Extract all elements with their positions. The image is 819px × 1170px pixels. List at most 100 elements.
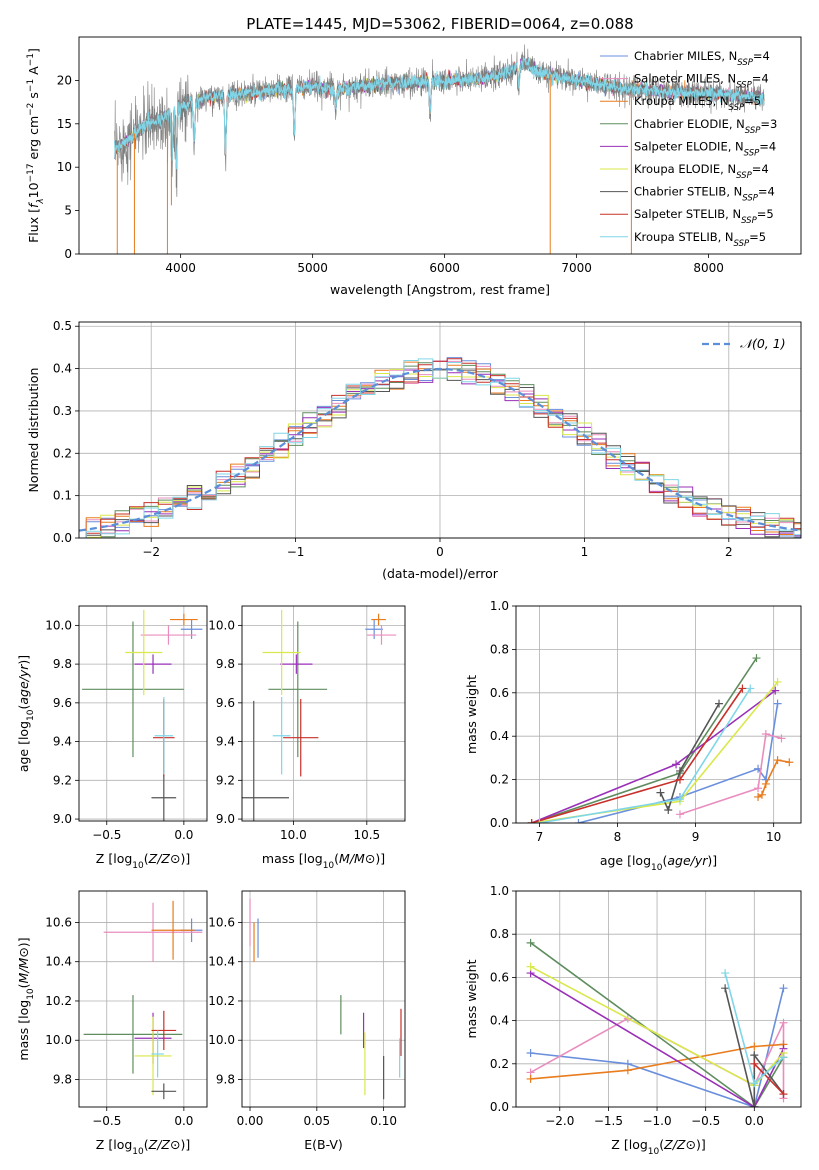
legend-label-sub: SSP (737, 58, 753, 68)
x-tick-label: 6000 (429, 261, 460, 275)
axes-frame (515, 605, 802, 824)
legend-label-sub: SSP (736, 171, 752, 181)
y-tick-label: 0.2 (490, 1057, 509, 1071)
mass-weight-series-line (530, 972, 785, 1107)
legend-label-suffix: =5 (744, 94, 761, 108)
label-part: Z [ (96, 1137, 113, 1152)
label-part: )] (180, 1137, 190, 1152)
label-part: age [ (600, 853, 632, 868)
x-tick-label: 0.0 (174, 1114, 193, 1128)
mass-weight-point-marker (773, 756, 782, 765)
x-tick-label: 10.0 (280, 828, 307, 842)
axes-frame (241, 605, 406, 822)
y-tick-label: 9.6 (53, 696, 72, 710)
mass-weight-point-marker (721, 984, 730, 993)
x-tick-label: −1.5 (594, 1114, 623, 1128)
mass-weight-point-marker (750, 1059, 759, 1068)
y-tick-label: 0.8 (490, 927, 509, 941)
label-part: Flux [ (26, 208, 41, 243)
mass-weight-point-marker (773, 699, 782, 708)
label-part: )] (707, 853, 717, 868)
x-axis-label: mass [log10(M/M⊙)] (262, 851, 385, 871)
y-tick-label: 1.0 (490, 884, 509, 898)
y-tick-label: 9.6 (216, 696, 235, 710)
label-part: ( (16, 983, 31, 988)
label-part: f (26, 202, 41, 208)
mass-weight-point-marker (527, 819, 536, 823)
x-tick-label: 0.00 (237, 1114, 264, 1128)
x-axis-label: (data-model)/error (382, 566, 499, 581)
y-tick-label: 9.2 (53, 773, 72, 787)
legend-label-text: Chabrier MILES, N (634, 49, 737, 63)
legend-label-text: Kroupa MILES, N (634, 94, 729, 108)
label-part: log (629, 1137, 648, 1152)
x-tick-label: 7 (536, 830, 544, 844)
y-tick-label: 10.6 (45, 915, 72, 929)
mass-weight-point-marker (785, 758, 794, 767)
mass-weight-point-marker (779, 984, 788, 993)
label-part: s (26, 92, 41, 103)
x-tick-label: 2 (725, 545, 733, 559)
mass-weight-point-marker (675, 795, 684, 804)
legend-label-text: Kroupa ELODIE, N (634, 162, 736, 176)
age-vs-Z-axes: −0.5 0.0 9.0 9.2 9.4 9.6 9.8 10.0 (45, 606, 207, 842)
legend-label: 𝒩(0, 1) (740, 336, 786, 351)
label-part: )] (696, 1137, 706, 1152)
y-tick-label: 0.0 (490, 1100, 509, 1114)
label-part: 10 (132, 861, 144, 871)
label-part: ( (662, 853, 667, 868)
best-model-spectrum-line (114, 55, 765, 170)
mass-vs-ebv-axes: 0.00 0.05 0.10 9.8 10.0 10.2 10.4 10.6 (208, 891, 405, 1128)
y-tick-label: 0.4 (53, 362, 72, 376)
label-part: ( (144, 851, 149, 866)
legend-label-text: Kroupa STELIB, N (634, 230, 734, 244)
mass-weight-point-marker (738, 684, 747, 693)
y-tick-label: 9.2 (216, 773, 235, 787)
y-axis-label: mass weight (464, 675, 479, 754)
x-tick-label: 5000 (297, 261, 328, 275)
legend-label: Kroupa ELODIE, NSSP=4 (634, 162, 769, 181)
y-tick-label: 10.2 (208, 994, 235, 1008)
spectrum-axes: 4000 5000 6000 7000 8000 0 5 10 15 20 (57, 73, 724, 275)
y-tick-label: 10.0 (208, 618, 235, 632)
mass-weight-point-marker (675, 766, 684, 775)
legend-label: Kroupa MILES, NSSP=5 (634, 94, 761, 113)
label-part: log (113, 1137, 132, 1152)
legend-label-text: Salpeter ELODIE, N (634, 139, 744, 153)
y-tick-label: 10.0 (208, 1033, 235, 1047)
mass-weight-point-marker (777, 734, 786, 743)
y-tick-label: 10.0 (45, 618, 72, 632)
y-tick-label: 9.4 (53, 735, 72, 749)
x-tick-label: 0.0 (745, 1114, 764, 1128)
y-tick-label: 0.4 (490, 729, 509, 743)
legend-label-suffix: =4 (759, 139, 776, 153)
label-part: A (26, 66, 41, 79)
x-tick-label: 9 (692, 830, 700, 844)
x-tick-label: 0.0 (174, 828, 193, 842)
y-axis-label: mass [log10(M/M⊙)] (16, 937, 36, 1060)
label-part: ( (144, 1137, 149, 1152)
label-part: mass [ (16, 1019, 31, 1061)
mass-weight-point-marker (750, 1051, 759, 1060)
mass-weight-point-marker (757, 790, 766, 799)
label-part: −1 (26, 53, 36, 66)
mass-weight-point-marker (752, 654, 761, 663)
mass-weight-point-marker (779, 1018, 788, 1027)
y-tick-label: 9.8 (53, 657, 72, 671)
y-tick-label: 0 (64, 247, 72, 261)
label-part: 10 (323, 861, 335, 871)
y-tick-label: 10.4 (45, 955, 72, 969)
x-axis-label: Z [log10(Z/Z⊙)] (96, 1137, 190, 1157)
legend-label-suffix: =4 (758, 185, 775, 199)
legend-label: Chabrier ELODIE, NSSP=3 (634, 117, 777, 136)
mass-weight-point-marker (526, 962, 535, 971)
y-tick-label: 9.8 (216, 657, 235, 671)
x-tick-label: −2.0 (545, 1114, 574, 1128)
mass-weight-point-marker (750, 1103, 759, 1107)
y-tick-label: 9.8 (53, 1073, 72, 1087)
y-tick-label: 0.1 (53, 489, 72, 503)
y-axis-label: Normed distribution (26, 368, 41, 493)
x-tick-label: −0.5 (691, 1114, 720, 1128)
y-tick-label: 0.6 (490, 970, 509, 984)
y-tick-label: 10.2 (45, 994, 72, 1008)
